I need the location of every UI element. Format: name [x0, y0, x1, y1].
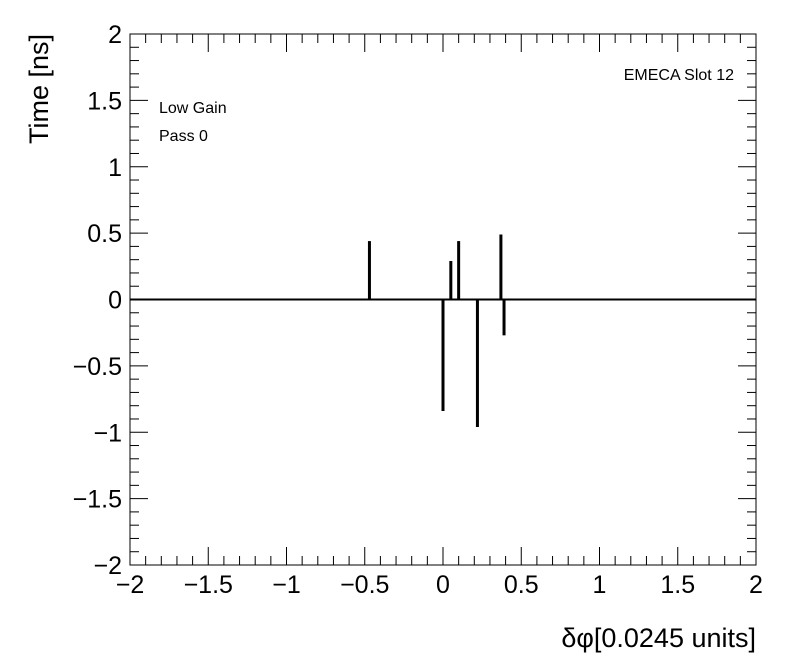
x-tick-label: −1.5	[184, 571, 233, 599]
annotation-pass: Pass 0	[159, 128, 208, 145]
y-tick-label: 1	[108, 154, 122, 182]
x-tick-label: 2	[749, 571, 763, 599]
x-tick-label: −2	[116, 571, 145, 599]
annotation-slot: EMECA Slot 12	[624, 67, 734, 84]
y-tick-label: −1.5	[73, 486, 122, 514]
y-tick-label: −2	[93, 552, 122, 580]
y-tick-label: 1.5	[87, 87, 122, 115]
y-tick-label: 2	[108, 21, 122, 49]
y-tick-label: −1	[93, 419, 122, 447]
y-axis-title: Time [ns]	[24, 34, 54, 144]
x-tick-label: 1	[593, 571, 607, 599]
x-tick-label: −1	[272, 571, 301, 599]
x-tick-label: 1.5	[660, 571, 695, 599]
labels-layer: −2 −1.5 −1 −0.5 0 0.5 1 1.5 2 −2 −1.5 −1 −0.5 0 0.5 1 1.…	[73, 21, 763, 599]
y-tick-label: 0	[108, 287, 122, 315]
x-tick-label: 0	[436, 571, 450, 599]
x-axis-title: δφ[0.0245 units]	[561, 623, 756, 653]
ticks-layer	[129, 33, 757, 566]
x-tick-label: 0.5	[504, 571, 539, 599]
x-tick-label: −0.5	[340, 571, 389, 599]
y-tick-label: 0.5	[87, 220, 122, 248]
bars-layer	[367, 234, 506, 427]
annotation-low-gain: Low Gain	[159, 100, 227, 117]
y-tick-label: −0.5	[73, 353, 122, 381]
